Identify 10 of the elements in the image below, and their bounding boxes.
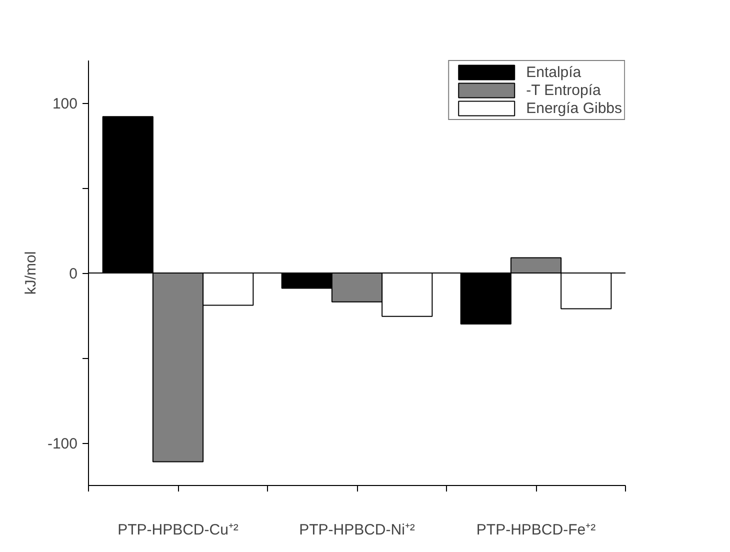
x-tick-label: PTP-HPBCD-Fe⁺² <box>476 522 596 538</box>
y-tick-label: -100 <box>47 436 78 452</box>
y-axis-title: kJ/mol <box>22 251 40 295</box>
legend-label: Entalpía <box>526 63 582 81</box>
y-tick-label: 100 <box>52 96 78 112</box>
x-tick-label: PTP-HPBCD-Cu⁺² <box>118 522 238 538</box>
x-tick-label: PTP-HPBCD-Ni⁺² <box>299 522 415 538</box>
y-tick-label: 0 <box>69 266 78 282</box>
legend-label: -T Entropía <box>526 81 601 99</box>
legend-label: Energía Gibbs <box>526 99 622 117</box>
